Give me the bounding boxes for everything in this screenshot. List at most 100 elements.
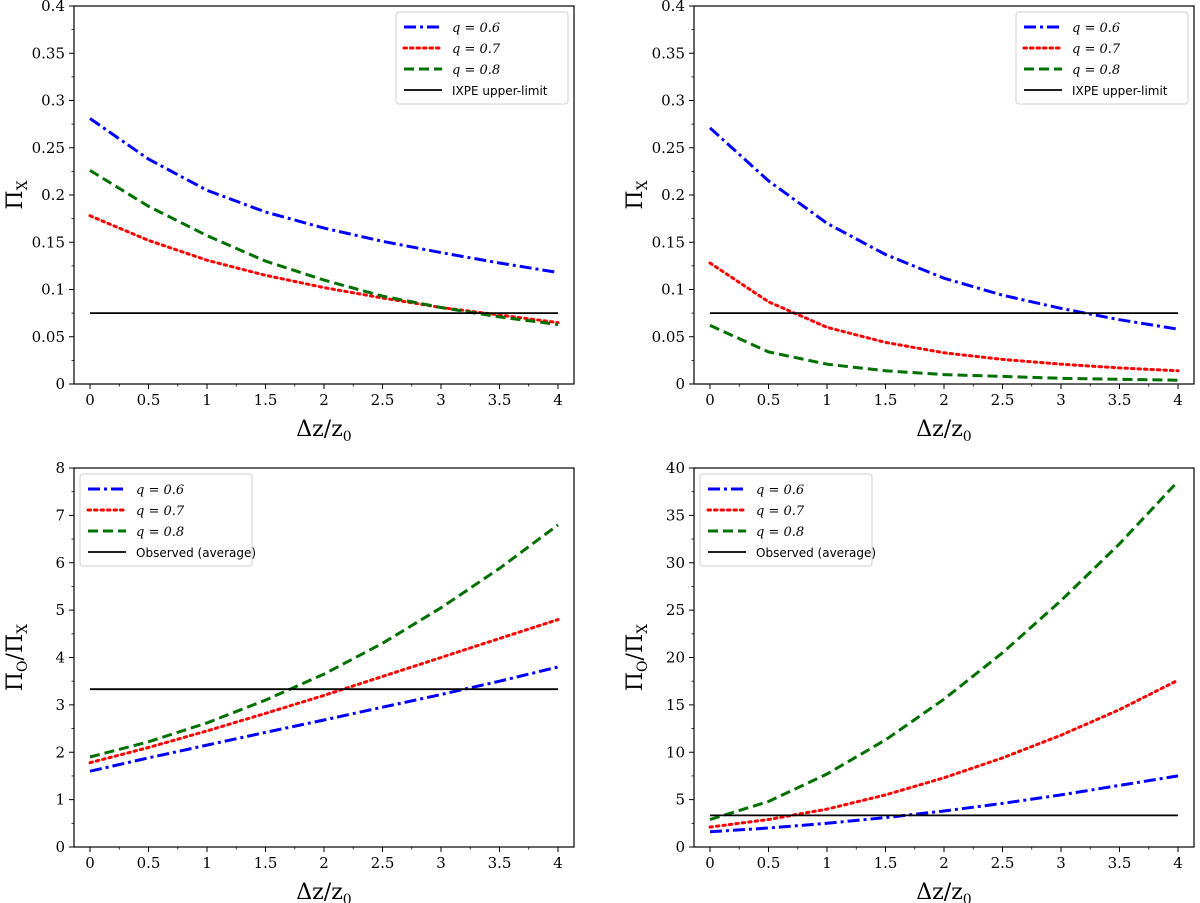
y-tick-label: 0.2 bbox=[41, 186, 65, 204]
x-tick-label: 3.5 bbox=[1108, 854, 1132, 872]
x-tick-label: 2.5 bbox=[371, 391, 395, 409]
x-tick-label: 4 bbox=[553, 854, 563, 872]
y-tick-label: 0.4 bbox=[41, 0, 65, 15]
x-tick-label: 2.5 bbox=[991, 391, 1015, 409]
y-tick-label: 0.1 bbox=[41, 281, 65, 299]
legend: q = 0.6 q = 0.7 q = 0.8 Observed (average) bbox=[79, 473, 256, 567]
x-tick-label: 0.5 bbox=[757, 391, 781, 409]
legend-label-3: q = 0.8 bbox=[1072, 63, 1120, 78]
y-tick-label: 6 bbox=[55, 554, 65, 572]
legend-label-1: q = 0.6 bbox=[756, 483, 804, 498]
legend: q = 0.6 q = 0.7 q = 0.8 IXPE upper-limit bbox=[1015, 11, 1189, 105]
y-tick-label: 3 bbox=[55, 696, 65, 714]
y-tick-label: 15 bbox=[666, 696, 685, 714]
x-tick-label: 3 bbox=[436, 391, 446, 409]
legend-box bbox=[79, 473, 253, 567]
y-tick-label: 7 bbox=[55, 506, 65, 524]
x-tick-label: 0.5 bbox=[137, 854, 161, 872]
legend-box bbox=[395, 11, 569, 105]
x-tick-label: 0.5 bbox=[757, 854, 781, 872]
y-tick-label: 0.35 bbox=[652, 44, 685, 62]
x-tick-label: 4 bbox=[1173, 854, 1183, 872]
x-tick-label: 3 bbox=[1056, 854, 1066, 872]
series-line-1 bbox=[89, 665, 559, 773]
y-tick-label: 2 bbox=[55, 743, 65, 761]
series-line-3 bbox=[709, 480, 1180, 821]
y-tick-label: 5 bbox=[675, 791, 685, 809]
x-tick-label: 2 bbox=[939, 391, 949, 409]
y-tick-label: 10 bbox=[666, 743, 685, 761]
series-line-2 bbox=[708, 261, 1180, 373]
y-axis-label: ΠX bbox=[3, 180, 31, 209]
chart-panel-top-left: 0 0.5 1 1.5 2 2.5 3 3.5 4 0 0.05 0.1 0.15 0.2 0.25 0.3 0… bbox=[3, 0, 575, 445]
x-tick-label: 2 bbox=[939, 854, 949, 872]
y-tick-label: 20 bbox=[666, 649, 685, 667]
series-line-3 bbox=[89, 523, 559, 759]
x-tick-label: 1 bbox=[202, 391, 212, 409]
y-tick-label: 0 bbox=[55, 838, 65, 856]
chart-panel-top-right: 0 0.5 1 1.5 2 2.5 3 3.5 4 0 0.05 0.1 0.15 0.2 0.25 0.3 0… bbox=[623, 0, 1195, 445]
x-tick-label: 1 bbox=[822, 391, 832, 409]
y-tick-label: 0.15 bbox=[32, 233, 65, 251]
legend-label-1: q = 0.6 bbox=[452, 21, 500, 36]
x-axis-label: Δz/z0 bbox=[296, 880, 351, 903]
chart-panel-bottom-right: 0 0.5 1 1.5 2 2.5 3 3.5 40510152025303540Δz/z0ΠO… bbox=[623, 459, 1195, 903]
legend-label-1: q = 0.6 bbox=[1072, 21, 1120, 36]
y-tick-label: 0.1 bbox=[661, 281, 685, 299]
x-tick-label: 3.5 bbox=[488, 854, 512, 872]
series-line-2 bbox=[88, 214, 560, 325]
series-line-1 bbox=[708, 126, 1179, 331]
legend-label-4: Observed (average) bbox=[756, 546, 876, 560]
y-tick-label: 0.35 bbox=[32, 44, 65, 62]
x-tick-label: 1 bbox=[822, 854, 832, 872]
x-axis-label: Δz/z0 bbox=[296, 417, 351, 445]
legend: q = 0.6 q = 0.7 q = 0.8 Observed (average) bbox=[699, 473, 876, 567]
series-line-3 bbox=[89, 169, 559, 326]
x-tick-label: 2.5 bbox=[371, 854, 395, 872]
x-tick-label: 4 bbox=[553, 391, 563, 409]
legend-box bbox=[1015, 11, 1189, 105]
x-tick-label: 1 bbox=[202, 854, 212, 872]
x-tick-label: 1.5 bbox=[254, 854, 278, 872]
legend-label-4: IXPE upper-limit bbox=[452, 84, 548, 98]
chart-panel-bottom-left: 0 0.5 1 1.5 2 2.5 3 3.5 4 0 1 2 3 4 5 6 7 8 Δz/z0 ΠO/ΠX q = … bbox=[3, 459, 575, 903]
legend: q = 0.6 q = 0.7 q = 0.8 IXPE upper-limit bbox=[395, 11, 569, 105]
y-axis-label: ΠO/ΠX bbox=[3, 624, 31, 691]
legend-box bbox=[699, 473, 873, 567]
legend-label-3: q = 0.8 bbox=[756, 525, 804, 540]
legend-label-2: q = 0.7 bbox=[452, 42, 501, 57]
y-tick-label: 5 bbox=[55, 601, 65, 619]
x-tick-label: 1.5 bbox=[254, 391, 278, 409]
y-tick-label: 0.05 bbox=[32, 328, 65, 346]
y-tick-label: 25 bbox=[666, 601, 685, 619]
y-tick-label: 0.05 bbox=[652, 328, 685, 346]
legend-label-3: q = 0.8 bbox=[136, 525, 184, 540]
legend-label-4: Observed (average) bbox=[136, 546, 256, 560]
series-line-1 bbox=[89, 117, 559, 274]
y-tick-label: 0 bbox=[675, 375, 685, 393]
x-tick-label: 3 bbox=[436, 854, 446, 872]
series-line-2 bbox=[88, 618, 560, 765]
y-tick-label: 30 bbox=[666, 554, 685, 572]
x-tick-label: 2 bbox=[319, 854, 329, 872]
y-tick-label: 0.25 bbox=[652, 139, 685, 157]
y-tick-label: 0.15 bbox=[652, 233, 685, 251]
y-axis-label: ΠX bbox=[623, 180, 651, 209]
x-tick-label: 2 bbox=[319, 391, 329, 409]
y-axis-label: ΠO/ΠX bbox=[623, 624, 651, 691]
x-tick-label: 4 bbox=[1173, 391, 1183, 409]
x-axis-label: Δz/z0 bbox=[916, 880, 971, 903]
y-tick-label: 0.3 bbox=[661, 92, 685, 110]
legend-label-2: q = 0.7 bbox=[1072, 42, 1121, 57]
y-tick-label: 8 bbox=[55, 459, 65, 477]
y-tick-label: 4 bbox=[55, 649, 65, 667]
series-line-1 bbox=[709, 774, 1179, 834]
y-tick-label: 40 bbox=[666, 459, 685, 477]
legend-label-2: q = 0.7 bbox=[756, 504, 805, 519]
legend-label-4: IXPE upper-limit bbox=[1072, 84, 1168, 98]
x-tick-label: 1.5 bbox=[874, 854, 898, 872]
x-tick-label: 0 bbox=[85, 391, 95, 409]
y-tick-label: 0 bbox=[675, 838, 685, 856]
y-tick-label: 1 bbox=[55, 791, 65, 809]
x-tick-label: 0 bbox=[85, 854, 95, 872]
